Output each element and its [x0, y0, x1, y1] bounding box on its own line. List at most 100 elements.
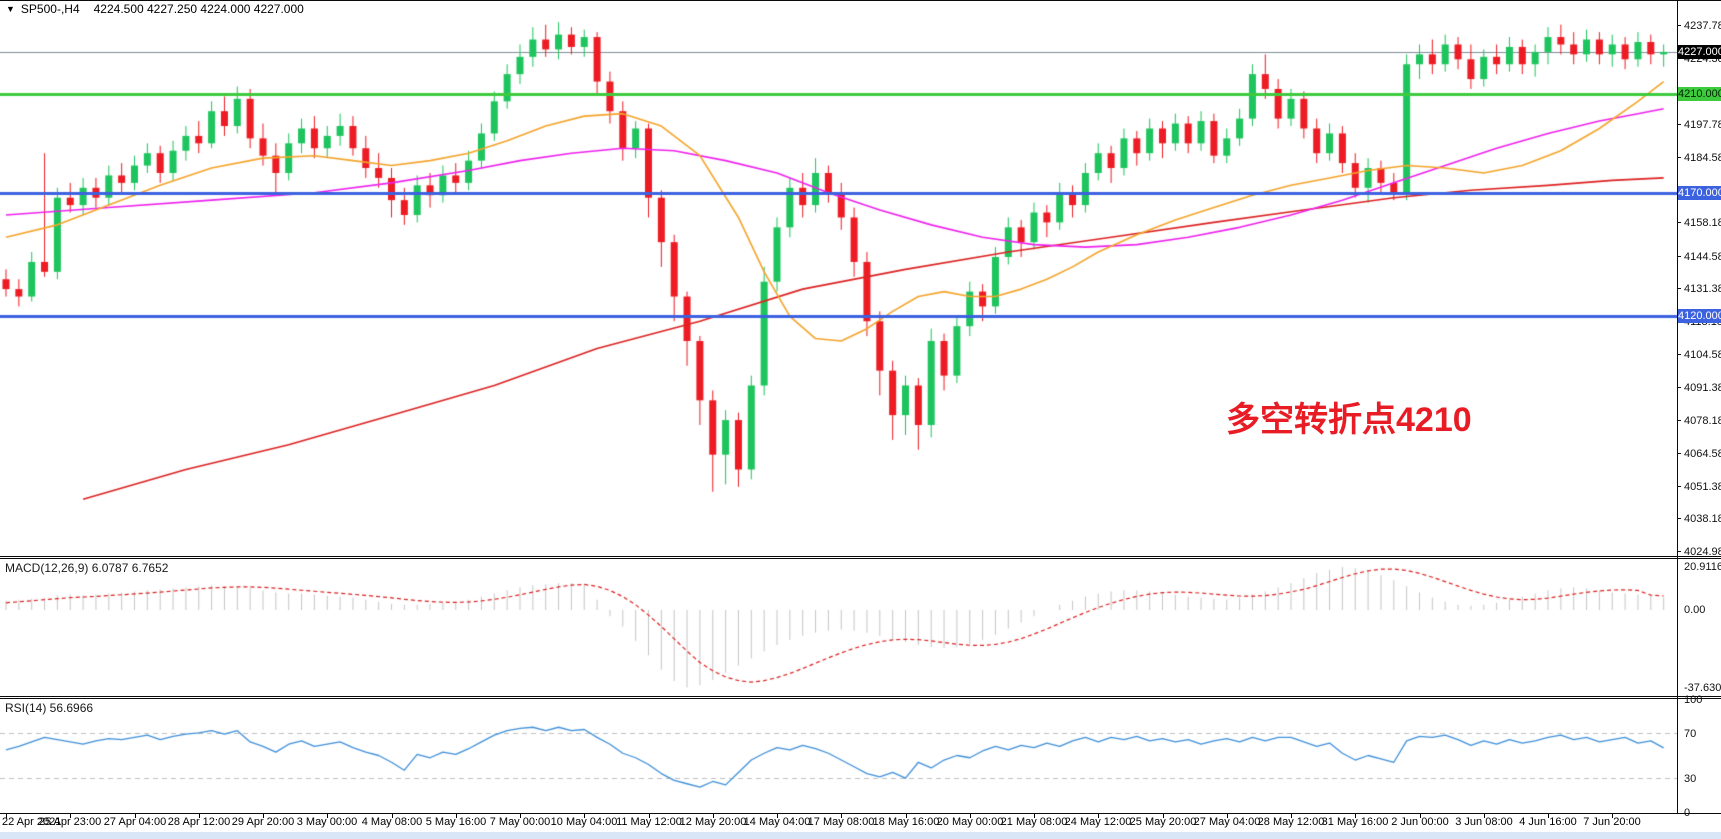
- time-tick-mark: [1355, 814, 1356, 818]
- macd-indicator-canvas[interactable]: [0, 559, 1677, 695]
- price-tick-label: 4197.780: [1684, 119, 1721, 131]
- time-axis-label: 28 May 12:00: [1257, 816, 1325, 828]
- time-axis-label: 10 May 04:00: [550, 816, 618, 828]
- chart-info-line: ▼ SP500-,H4 4224.500 4227.250 4224.000 422…: [6, 2, 304, 16]
- chart-annotation-text[interactable]: 多空转折点4210: [1226, 401, 1472, 439]
- price-level-badge[interactable]: 4227.000: [1678, 45, 1721, 59]
- time-axis-label: 25 Apr 23:00: [38, 816, 102, 828]
- price-tick-label: 4038.180: [1684, 513, 1721, 525]
- time-tick-mark: [520, 814, 521, 818]
- price-tick-label: 4184.580: [1684, 152, 1721, 164]
- time-tick-mark: [1548, 814, 1549, 818]
- time-tick-mark: [135, 814, 136, 818]
- time-tick-mark: [1098, 814, 1099, 818]
- time-axis-label: 5 May 16:00: [425, 816, 487, 828]
- time-tick-mark: [6, 814, 7, 818]
- panel-separator-rsi[interactable]: [0, 696, 1721, 697]
- ohlc-quote-label: 4224.500 4227.250 4224.000 4227.000: [93, 2, 304, 16]
- price-tick-mark: [1677, 256, 1681, 257]
- price-tick-label: 4131.380: [1684, 283, 1721, 295]
- symbol-dropdown-icon[interactable]: ▼: [6, 4, 15, 14]
- time-axis-label: 7 Jun 20:00: [1583, 816, 1641, 828]
- time-axis-label: 31 May 16:00: [1321, 816, 1389, 828]
- macd-tick-label: 0.00: [1684, 604, 1706, 616]
- price-level-badge[interactable]: 4170.000: [1678, 186, 1721, 200]
- price-tick-mark: [1677, 157, 1681, 158]
- macd-tick-label: 20.9116: [1684, 561, 1721, 573]
- time-tick-mark: [777, 814, 778, 818]
- time-axis-label: 2 Jun 00:00: [1391, 816, 1449, 828]
- price-tick-label: 4091.380: [1684, 382, 1721, 394]
- price-tick-mark: [1677, 486, 1681, 487]
- time-tick-mark: [1163, 814, 1164, 818]
- price-tick-label: 4104.580: [1684, 349, 1721, 361]
- rsi-tick-label: 30: [1684, 773, 1697, 785]
- price-tick-mark: [1677, 288, 1681, 289]
- price-tick-label: 4144.580: [1684, 251, 1721, 263]
- price-tick-label: 4237.780: [1684, 20, 1721, 32]
- time-axis-label: 21 May 08:00: [1000, 816, 1068, 828]
- time-axis-label: 27 Apr 04:00: [103, 816, 167, 828]
- price-tick-label: 4024.980: [1684, 546, 1721, 558]
- time-tick-mark: [1484, 814, 1485, 818]
- time-axis-label: 12 May 20:00: [679, 816, 747, 828]
- time-tick-mark: [392, 814, 393, 818]
- price-level-badge[interactable]: 4210.000: [1678, 87, 1721, 101]
- symbol-timeframe-label: SP500-,H4: [20, 2, 80, 16]
- time-axis-label: 29 Apr 20:00: [231, 816, 295, 828]
- panel-separator-macd-2: [0, 558, 1721, 559]
- price-tick-mark: [1677, 25, 1681, 26]
- time-axis-label: 4 Jun 16:00: [1519, 816, 1577, 828]
- price-tick-label: 4158.180: [1684, 217, 1721, 229]
- price-level-badge[interactable]: 4120.000: [1678, 309, 1721, 323]
- time-tick-mark: [1420, 814, 1421, 818]
- time-axis-label: 4 May 08:00: [361, 816, 423, 828]
- price-tick-mark: [1677, 551, 1681, 552]
- time-axis-label: 3 Jun 08:00: [1455, 816, 1513, 828]
- panel-separator-macd[interactable]: [0, 556, 1721, 557]
- rsi-label: RSI(14) 56.6966: [5, 701, 94, 715]
- macd-tick-label: -37.6302: [1684, 682, 1721, 694]
- rsi-tick-label: 70: [1684, 728, 1697, 740]
- rsi-tick-label: 100: [1684, 694, 1703, 706]
- time-axis-label: 17 May 08:00: [807, 816, 875, 828]
- price-tick-mark: [1677, 453, 1681, 454]
- price-tick-label: 4051.380: [1684, 481, 1721, 493]
- time-axis-line: [0, 813, 1721, 814]
- time-tick-mark: [841, 814, 842, 818]
- time-tick-mark: [1612, 814, 1613, 818]
- price-tick-mark: [1677, 124, 1681, 125]
- time-tick-mark: [456, 814, 457, 818]
- price-tick-mark: [1677, 420, 1681, 421]
- time-tick-mark: [70, 814, 71, 818]
- macd-label: MACD(12,26,9) 6.0787 6.7652: [5, 561, 169, 575]
- time-axis-label: 28 Apr 12:00: [167, 816, 231, 828]
- time-tick-mark: [906, 814, 907, 818]
- price-axis-border: [1677, 0, 1678, 813]
- price-tick-label: 4078.180: [1684, 415, 1721, 427]
- time-tick-mark: [584, 814, 585, 818]
- price-tick-label: 4064.580: [1684, 448, 1721, 460]
- price-tick-mark: [1677, 387, 1681, 388]
- rsi-indicator-canvas[interactable]: [0, 699, 1677, 812]
- time-tick-mark: [263, 814, 264, 818]
- time-tick-mark: [1227, 814, 1228, 818]
- time-axis-label: 18 May 16:00: [872, 816, 940, 828]
- price-tick-mark: [1677, 354, 1681, 355]
- time-tick-mark: [649, 814, 650, 818]
- time-axis-label: 27 May 04:00: [1193, 816, 1261, 828]
- rsi-tick-label: 0: [1684, 807, 1691, 819]
- time-axis-label: 20 May 00:00: [936, 816, 1004, 828]
- price-tick-mark: [1677, 222, 1681, 223]
- time-axis-label: 3 May 00:00: [296, 816, 358, 828]
- time-axis-label: 25 May 20:00: [1129, 816, 1197, 828]
- window-top-border: [0, 0, 1721, 1]
- candlestick-chart-canvas[interactable]: [0, 0, 1677, 556]
- time-axis-label: 24 May 12:00: [1064, 816, 1132, 828]
- time-tick-mark: [1034, 814, 1035, 818]
- time-axis-label: 14 May 04:00: [743, 816, 811, 828]
- price-tick-mark: [1677, 518, 1681, 519]
- time-tick-mark: [1291, 814, 1292, 818]
- time-tick-mark: [713, 814, 714, 818]
